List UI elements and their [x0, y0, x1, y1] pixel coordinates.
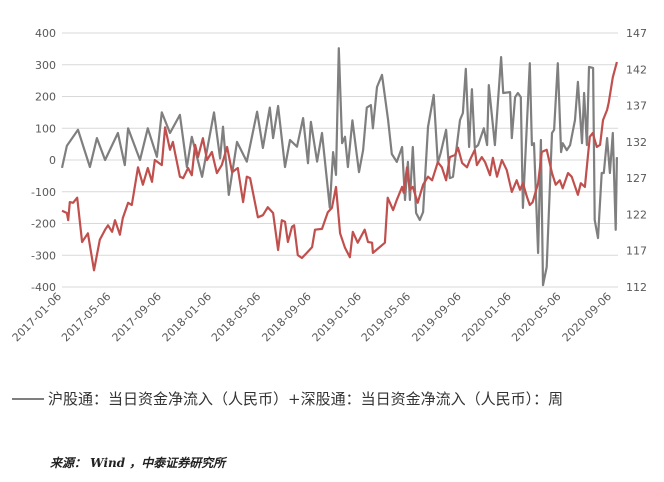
left-tick-label: -100	[31, 186, 56, 199]
right-tick-label: 142	[626, 63, 647, 76]
x-tick-label: 2017-05-06	[59, 290, 113, 344]
x-tick-label: 2019-05-06	[359, 290, 413, 344]
legend: 沪股通：当日资金净流入（人民币）+深股通：当日资金净流入（人民币）：周	[12, 386, 652, 411]
x-tick-label: 2019-01-06	[310, 290, 364, 344]
left-tick-label: 300	[35, 59, 56, 72]
x-tick-label: 2018-05-06	[209, 290, 263, 344]
left-tick-label: -300	[31, 249, 56, 262]
right-tick-label: 127	[626, 172, 647, 185]
x-tick-label: 2018-09-06	[259, 290, 313, 344]
source-note: 来源： Wind ，中泰证券研究所	[50, 456, 226, 470]
right-tick-label: 137	[626, 100, 647, 113]
left-tick-label: 200	[35, 91, 56, 104]
right-tick-label: 147	[626, 27, 647, 40]
left-tick-label: 0	[49, 154, 56, 167]
left-tick-label: 400	[35, 27, 56, 40]
x-tick-label: 2019-09-06	[409, 290, 463, 344]
legend-label: 沪股通：当日资金净流入（人民币）+深股通：当日资金净流入（人民币）：周	[48, 390, 564, 408]
left-tick-label: -400	[31, 281, 56, 294]
right-tick-label: 112	[626, 281, 647, 294]
series-line-net-inflow	[60, 47, 618, 287]
left-tick-label: -200	[31, 218, 56, 231]
x-tick-label: 2017-09-06	[110, 290, 164, 344]
left-axis-ticks: 400 300 200 100 0 -100 -200 -300 -400	[31, 27, 56, 294]
right-axis-ticks: 147 142 137 132 127 122 117 112	[626, 27, 647, 294]
right-tick-label: 122	[626, 208, 647, 221]
x-tick-label: 2020-01-06	[459, 290, 513, 344]
series-line-red	[61, 61, 618, 272]
left-tick-label: 100	[35, 122, 56, 135]
x-axis-ticks: 2017-01-062017-05-062017-09-062018-01-06…	[10, 290, 614, 344]
x-tick-label: 2017-01-06	[10, 290, 64, 344]
x-tick-label: 2020-09-06	[560, 290, 614, 344]
series-lines	[60, 47, 618, 287]
right-tick-label: 132	[626, 136, 647, 149]
legend-swatch-gray	[12, 398, 44, 400]
right-tick-label: 117	[626, 245, 647, 258]
x-tick-label: 2018-01-06	[160, 290, 214, 344]
x-tick-label: 2020-05-06	[509, 290, 563, 344]
